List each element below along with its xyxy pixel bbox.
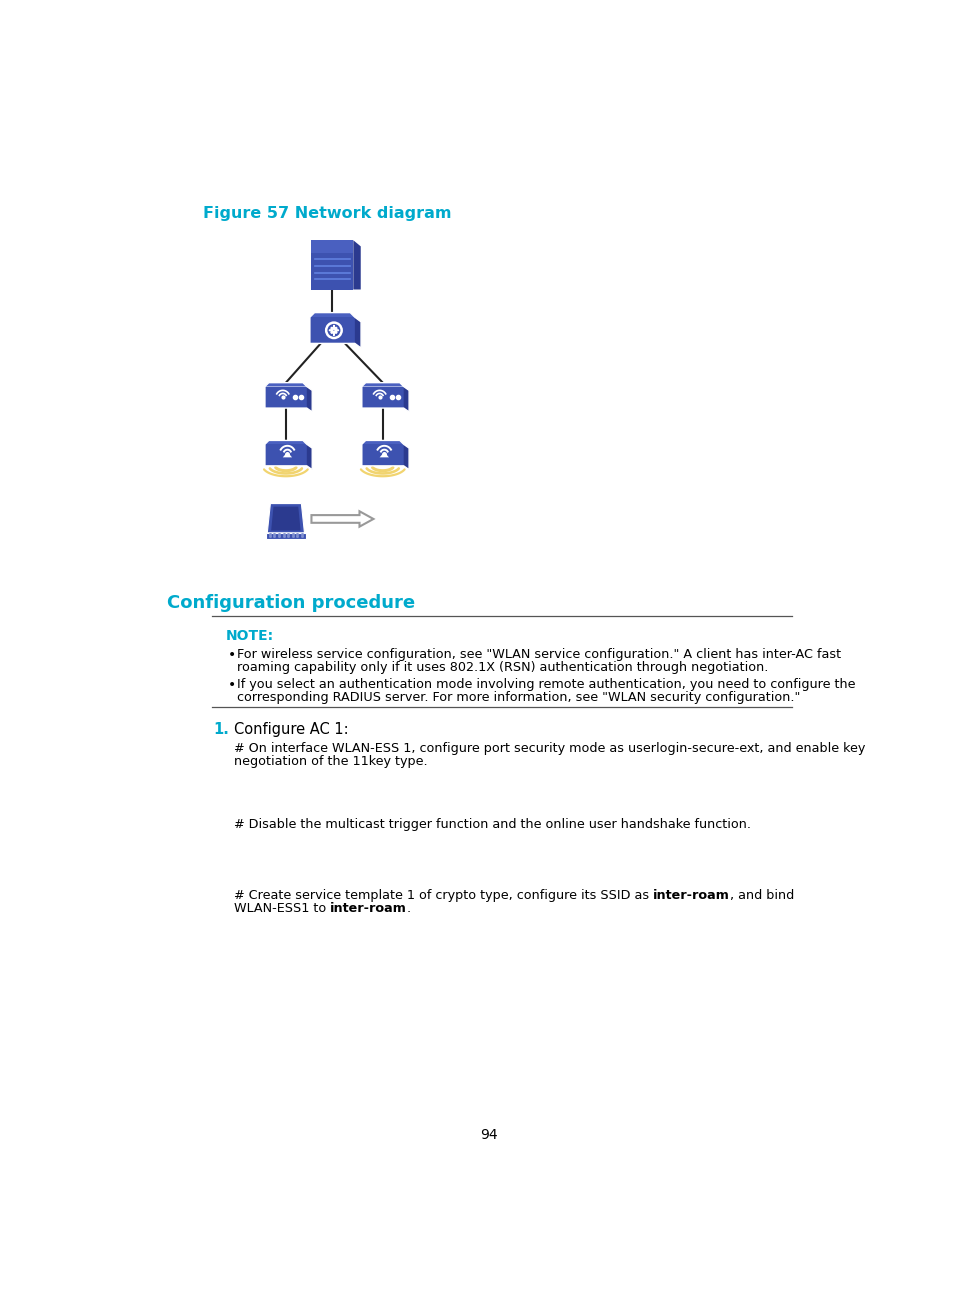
Text: Figure 57 Network diagram: Figure 57 Network diagram bbox=[203, 206, 451, 222]
Polygon shape bbox=[379, 452, 389, 457]
Polygon shape bbox=[271, 507, 300, 530]
Polygon shape bbox=[265, 386, 307, 408]
Polygon shape bbox=[361, 441, 403, 445]
Text: 1.: 1. bbox=[213, 722, 230, 737]
Polygon shape bbox=[361, 382, 403, 386]
Polygon shape bbox=[355, 318, 360, 349]
Polygon shape bbox=[307, 386, 312, 412]
Polygon shape bbox=[311, 253, 353, 289]
Text: roaming capability only if it uses 802.1X (RSN) authentication through negotiati: roaming capability only if it uses 802.1… bbox=[236, 661, 767, 674]
Polygon shape bbox=[310, 312, 355, 318]
Text: # On interface WLAN-ESS 1, configure port security mode as userlogin-secure-ext,: # On interface WLAN-ESS 1, configure por… bbox=[233, 743, 864, 756]
Polygon shape bbox=[265, 382, 307, 386]
Polygon shape bbox=[265, 445, 307, 465]
Polygon shape bbox=[266, 533, 306, 539]
Polygon shape bbox=[267, 504, 304, 533]
Text: WLAN-ESS1 to: WLAN-ESS1 to bbox=[233, 902, 330, 915]
Polygon shape bbox=[361, 386, 403, 408]
FancyArrow shape bbox=[311, 511, 373, 526]
Text: 94: 94 bbox=[479, 1128, 497, 1142]
Text: .: . bbox=[407, 902, 411, 915]
Polygon shape bbox=[307, 445, 312, 469]
Text: inter-roam: inter-roam bbox=[653, 889, 729, 902]
Text: inter-roam: inter-roam bbox=[330, 902, 407, 915]
Polygon shape bbox=[282, 452, 292, 457]
Polygon shape bbox=[265, 441, 307, 445]
Text: If you select an authentication mode involving remote authentication, you need t: If you select an authentication mode inv… bbox=[236, 678, 855, 691]
Text: , and bind: , and bind bbox=[729, 889, 793, 902]
Polygon shape bbox=[403, 386, 409, 412]
Text: NOTE:: NOTE: bbox=[226, 629, 274, 643]
Polygon shape bbox=[361, 445, 403, 465]
Text: corresponding RADIUS server. For more information, see "WLAN security configurat: corresponding RADIUS server. For more in… bbox=[236, 691, 800, 704]
Polygon shape bbox=[311, 240, 353, 253]
Polygon shape bbox=[310, 318, 355, 343]
Polygon shape bbox=[403, 445, 409, 469]
Polygon shape bbox=[353, 240, 360, 289]
Text: Configure AC 1:: Configure AC 1: bbox=[233, 722, 348, 737]
Text: # Disable the multicast trigger function and the online user handshake function.: # Disable the multicast trigger function… bbox=[233, 818, 750, 831]
Text: For wireless service configuration, see "WLAN service configuration." A client h: For wireless service configuration, see … bbox=[236, 648, 841, 661]
Text: Configuration procedure: Configuration procedure bbox=[167, 594, 415, 612]
Text: •: • bbox=[228, 678, 235, 692]
Text: •: • bbox=[228, 648, 235, 662]
Text: negotiation of the 11key type.: negotiation of the 11key type. bbox=[233, 756, 427, 769]
Text: # Create service template 1 of crypto type, configure its SSID as: # Create service template 1 of crypto ty… bbox=[233, 889, 653, 902]
